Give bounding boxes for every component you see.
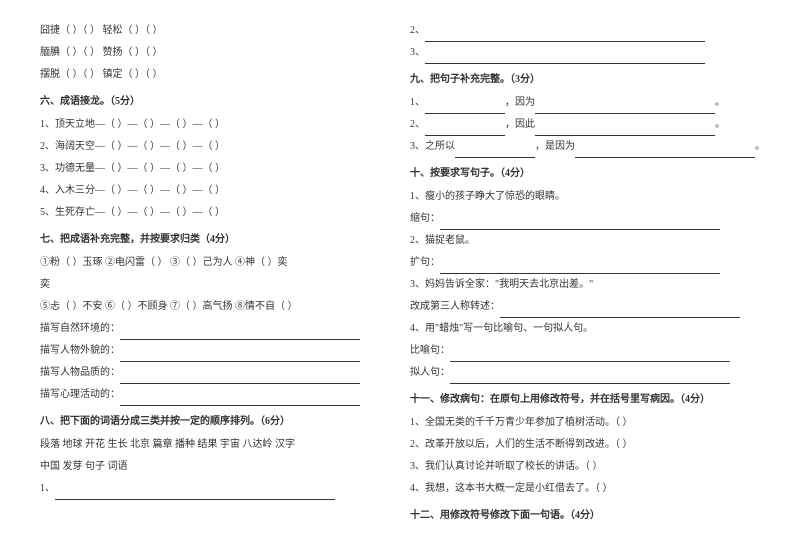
- cont-item: 3、: [410, 42, 760, 64]
- blank-line[interactable]: [455, 146, 535, 158]
- blank-line[interactable]: [55, 488, 335, 500]
- s10-label: 拟人句：: [410, 367, 450, 378]
- blank-line[interactable]: [535, 124, 715, 136]
- s7-cat: 描写人物品质的：: [40, 362, 390, 384]
- cont-item: 2、: [410, 20, 760, 42]
- s10-label: 改成第三人称转述：: [410, 301, 500, 312]
- s7-cat: 描写人物外貌的：: [40, 340, 390, 362]
- blank-line[interactable]: [425, 52, 705, 64]
- blank-line[interactable]: [425, 30, 705, 42]
- blank-line[interactable]: [535, 102, 715, 114]
- blank-line[interactable]: [575, 146, 755, 158]
- blank-line[interactable]: [450, 350, 730, 362]
- s7-cat: 描写自然环境的：: [40, 318, 390, 340]
- section-12-title: 十二、用修改符号修改下面一句语。（4分）: [410, 504, 760, 528]
- pair-b: ） 轻松（: [90, 25, 133, 36]
- blank-line[interactable]: [425, 102, 505, 114]
- blank-line[interactable]: [120, 328, 360, 340]
- s11-item: 3、我们认真讨论并听取了校长的讲话。（ ）: [410, 456, 760, 478]
- s8-item: 1、: [40, 478, 390, 500]
- s10-q: 3、妈妈告诉全家："我明天去北京出差。": [410, 274, 760, 296]
- s10-q: 2、猫捉老鼠。: [410, 230, 760, 252]
- s7-cat: 描写心理活动的：: [40, 384, 390, 406]
- s9-part: ，因为: [505, 97, 535, 108]
- s6-item: 5、生死存亡—（ ）—（ ）—（ ）—（ ）: [40, 202, 390, 224]
- s8-words: 段落 地球 开花 生长 北京 篇章 播种 结果 宇宙 八达岭 汉字: [40, 434, 390, 456]
- s9-part: ，因此: [505, 119, 535, 130]
- cont-num: 2、: [410, 25, 425, 36]
- s9-part: 2、: [410, 119, 425, 130]
- s8-item-num: 1、: [40, 483, 55, 494]
- s7-line: ①粉（ ）玉琢 ②电闪雷（ ） ③（ ）己为人 ④神（ ）奕: [40, 252, 390, 274]
- pair-c: ）: [153, 25, 163, 36]
- section-8-title: 八、把下面的词语分成三类并按一定的顺序排列。（6分）: [40, 410, 390, 434]
- s8-words: 中国 发芽 句子 词语: [40, 456, 390, 478]
- s10-q: 4、用"蜡烛"写一句比喻句、一句拟人句。: [410, 318, 760, 340]
- pair-row: 腼腆（ ）（ ） 赞扬（ ）（ ）: [40, 42, 390, 64]
- s6-item: 1、顶天立地—（ ）—（ ）—（ ）—（ ）: [40, 114, 390, 136]
- pair-row: 囧捷（ ）（ ） 轻松（ ）（ ）: [40, 20, 390, 42]
- s10-ans: 扩句：: [410, 252, 760, 274]
- s7-cat-label: 描写人物品质的：: [40, 367, 120, 378]
- s6-item: 2、海阔天空—（ ）—（ ）—（ ）—（ ）: [40, 136, 390, 158]
- section-7-title: 七、把成语补充完整，并按要求归类（4分）: [40, 228, 390, 252]
- s7-cat-label: 描写自然环境的：: [40, 323, 120, 334]
- s10-label: 扩句：: [410, 257, 440, 268]
- pair-c: ）: [153, 47, 163, 58]
- s10-ans: 缩句：: [410, 208, 760, 230]
- s10-ans: 比喻句：: [410, 340, 760, 362]
- pair-a: 摆脱（: [40, 69, 70, 80]
- section-9-title: 九、把句子补充完整。（3分）: [410, 68, 760, 92]
- s7-cat-label: 描写人物外貌的：: [40, 345, 120, 356]
- pair-c: ）: [153, 69, 163, 80]
- pair-a: 腼腆（: [40, 47, 70, 58]
- s9-part: 3、之所以: [410, 141, 455, 152]
- section-11-title: 十一、修改病句：在原句上用修改符号，并在括号里写病因。（4分）: [410, 388, 760, 412]
- section-6-title: 六、成语接龙。（5分）: [40, 90, 390, 114]
- s7-cat-label: 描写心理活动的：: [40, 389, 120, 400]
- section-10-title: 十、按要求写句子。（4分）: [410, 162, 760, 186]
- blank-line[interactable]: [120, 372, 360, 384]
- s9-part: ，是因为: [535, 141, 575, 152]
- blank-line[interactable]: [450, 372, 730, 384]
- s10-ans: 改成第三人称转述：: [410, 296, 760, 318]
- right-column: 2、 3、 九、把句子补充完整。（3分） 1、，因为。 2、，因此。 3、之所以…: [400, 20, 770, 528]
- pair-b: ） 赞扬（: [90, 47, 133, 58]
- blank-line[interactable]: [440, 262, 720, 274]
- s11-item: 4、我想，这本书大概一定是小红借去了。（ ）: [410, 478, 760, 500]
- left-column: 囧捷（ ）（ ） 轻松（ ）（ ） 腼腆（ ）（ ） 赞扬（ ）（ ） 摆脱（ …: [30, 20, 400, 528]
- s7-line: 奕: [40, 274, 390, 296]
- blank-line[interactable]: [440, 218, 720, 230]
- s6-item: 3、功德无量—（ ）—（ ）—（ ）—（ ）: [40, 158, 390, 180]
- pair-a: 囧捷（: [40, 25, 70, 36]
- blank-line[interactable]: [120, 350, 360, 362]
- blank-line[interactable]: [120, 394, 360, 406]
- s10-q: 1、瘦小的孩子睁大了惊恐的眼睛。: [410, 186, 760, 208]
- cont-num: 3、: [410, 47, 425, 58]
- s10-ans: 拟人句：: [410, 362, 760, 384]
- s9-part: 1、: [410, 97, 425, 108]
- s9-item: 3、之所以，是因为。: [410, 136, 760, 158]
- s10-label: 比喻句：: [410, 345, 450, 356]
- s10-label: 缩句：: [410, 213, 440, 224]
- pair-row: 摆脱（ ）（ ） 镇定（ ）（ ）: [40, 64, 390, 86]
- s11-item: 1、全国无类的千千万青少年参加了植树活动。（ ）: [410, 412, 760, 434]
- s11-item: 2、改革开放以后，人们的生活不断得到改进。（ ）: [410, 434, 760, 456]
- blank-line[interactable]: [500, 306, 740, 318]
- blank-line[interactable]: [425, 124, 505, 136]
- s7-line: ⑤忐（ ）不安 ⑥（ ）不顾身 ⑦（ ）高气扬 ⑧情不自（ ）: [40, 296, 390, 318]
- s9-item: 1、，因为。: [410, 92, 760, 114]
- s9-item: 2、，因此。: [410, 114, 760, 136]
- s6-item: 4、入木三分—（ ）—（ ）—（ ）—（ ）: [40, 180, 390, 202]
- pair-b: ） 镇定（: [90, 69, 133, 80]
